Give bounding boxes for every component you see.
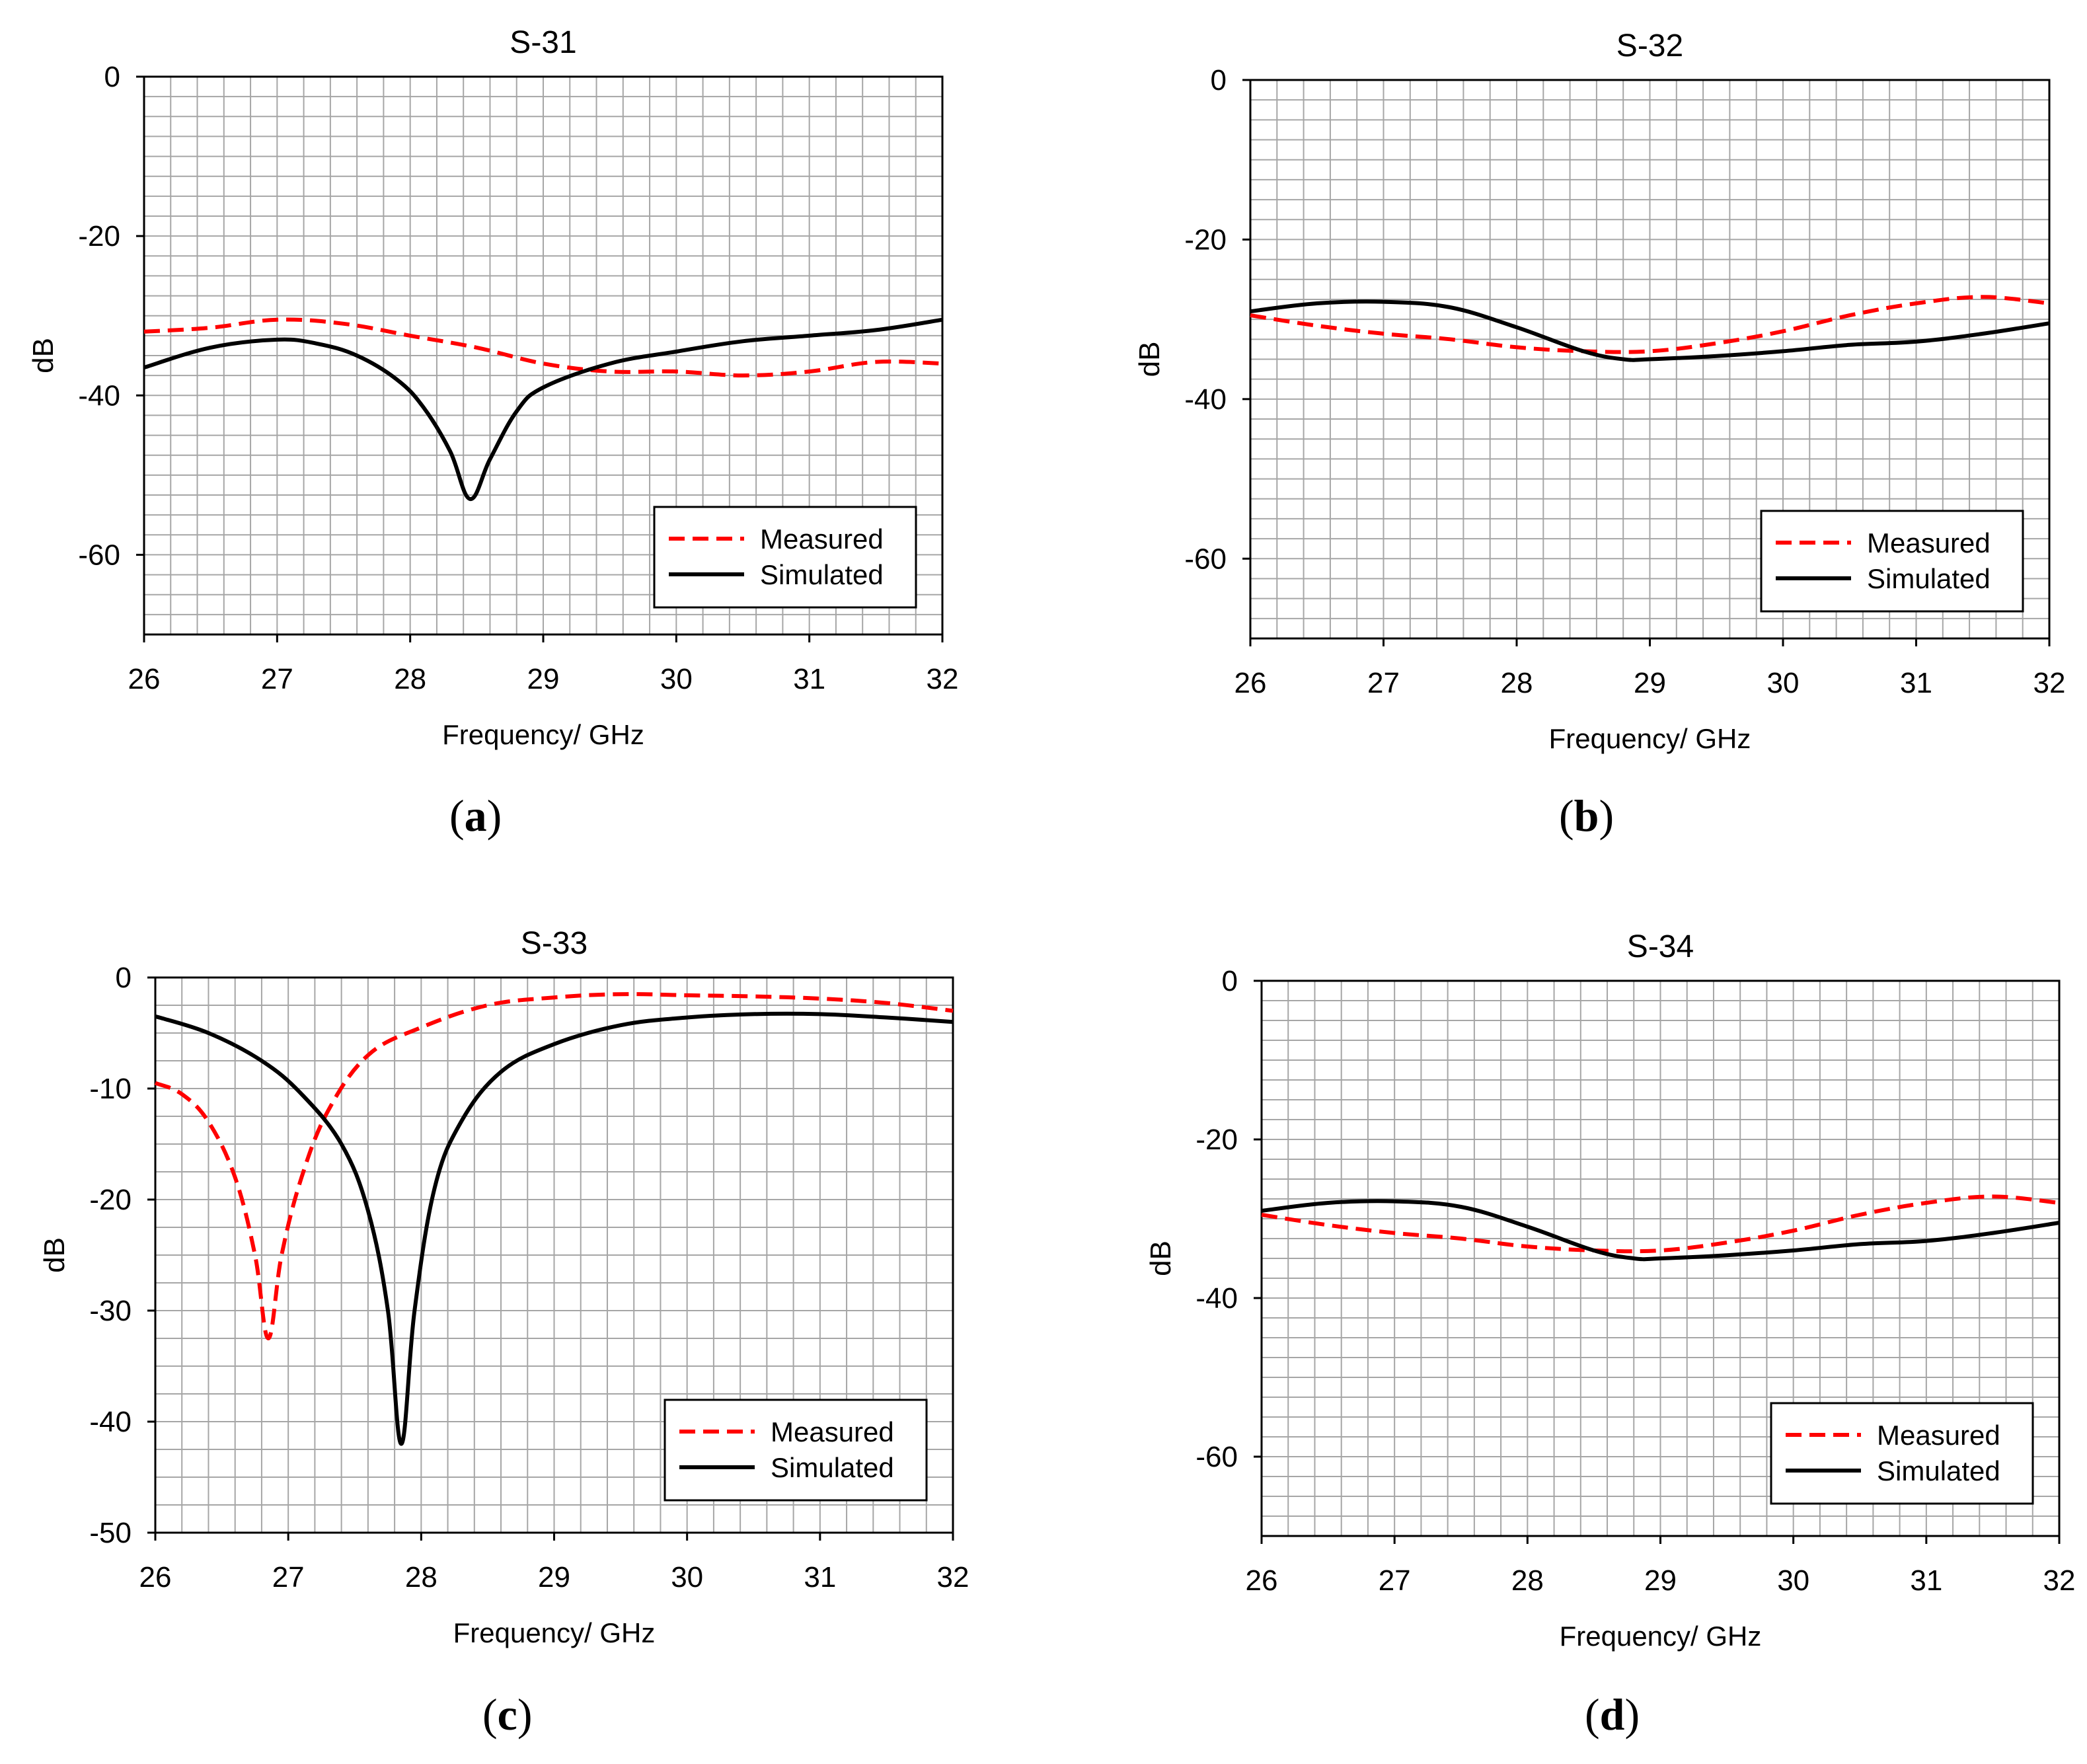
x-tick-label: 27 <box>272 1561 305 1593</box>
y-tick-label: -40 <box>1195 1282 1238 1315</box>
y-tick-label: -20 <box>89 1184 132 1216</box>
caption-b: (b) <box>1559 790 1614 841</box>
caption-letter: a <box>464 790 487 841</box>
x-tick-label: 26 <box>1234 667 1267 699</box>
x-tick-label: 29 <box>1644 1564 1677 1597</box>
chart-title: S-32 <box>1616 28 1683 63</box>
legend-box <box>664 1399 928 1502</box>
y-tick-label: -60 <box>78 539 120 571</box>
chart-panel-a: 26 27 28 29 30 31 32 0 -20 -40 -60 S-31 Frequency/ G… <box>27 25 959 750</box>
legend-label-simulated: Simulated <box>1867 563 1991 594</box>
legend-label-simulated: Simulated <box>760 559 884 590</box>
series-line-measured <box>143 317 943 378</box>
y-tick-label: -20 <box>1195 1124 1238 1156</box>
x-tick-label: 28 <box>394 663 426 695</box>
legend: Measured Simulated <box>1760 510 2024 613</box>
legend-label-measured: Measured <box>771 1416 894 1447</box>
x-axis-label: Frequency/ GHz <box>453 1617 656 1648</box>
x-axis-label: Frequency/ GHz <box>1560 1621 1762 1652</box>
caption-a: (a) <box>449 790 502 841</box>
x-tick-label: 26 <box>1246 1564 1278 1597</box>
y-tick-label: -40 <box>1184 383 1227 416</box>
y-tick-label: 0 <box>116 962 132 994</box>
chart-panel-d: 26 27 28 29 30 31 32 0 -20 -40 -60 S-34 Frequency/ G… <box>1145 929 2076 1652</box>
series-line-measured <box>1261 1194 2060 1254</box>
x-tick-label: 30 <box>671 1561 703 1593</box>
x-tick-label: 30 <box>660 663 693 695</box>
x-axis-label: Frequency/ GHz <box>1549 723 1751 754</box>
legend-label-measured: Measured <box>1877 1420 2000 1451</box>
x-tick-label: 27 <box>1379 1564 1411 1597</box>
chart-title: S-31 <box>510 25 576 60</box>
x-tick-label: 28 <box>1511 1564 1544 1597</box>
legend-box <box>653 506 917 609</box>
x-tick-label: 30 <box>1767 667 1800 699</box>
legend-label-measured: Measured <box>760 523 884 555</box>
x-tick-label: 31 <box>793 663 825 695</box>
series-line-measured <box>1250 295 2050 354</box>
x-tick-label: 32 <box>927 663 959 695</box>
series-line-simulated <box>155 1011 954 1446</box>
legend-label-simulated: Simulated <box>1877 1455 2000 1486</box>
y-tick-label: -60 <box>1184 543 1227 575</box>
x-tick-label: 32 <box>2033 667 2066 699</box>
y-tick-label: -30 <box>89 1295 132 1327</box>
x-tick-label: 30 <box>1777 1564 1809 1597</box>
y-tick-label: 0 <box>1222 965 1238 997</box>
y-axis-label: dB <box>1133 342 1166 377</box>
chart-title: S-33 <box>521 926 588 961</box>
x-tick-label: 32 <box>2043 1564 2076 1597</box>
x-tick-label: 28 <box>1501 667 1533 699</box>
series-line-measured <box>154 992 954 1340</box>
legend: Measured Simulated <box>664 1399 928 1502</box>
y-axis-label: dB <box>38 1237 71 1273</box>
x-tick-label: 31 <box>1900 667 1932 699</box>
caption-letter: d <box>1599 1689 1625 1740</box>
caption-c: (c) <box>482 1689 533 1740</box>
legend: Measured Simulated <box>653 506 917 609</box>
x-tick-label: 26 <box>139 1561 172 1593</box>
legend-label-measured: Measured <box>1867 527 1991 558</box>
chart-panel-b: 26 27 28 29 30 31 32 0 -20 -40 -60 S-32 Frequency/ G… <box>1133 28 2066 754</box>
x-axis-label: Frequency/ GHz <box>442 719 644 750</box>
x-tick-label: 29 <box>1634 667 1666 699</box>
y-axis-label: dB <box>27 338 59 373</box>
legend: Measured Simulated <box>1770 1402 2034 1505</box>
x-tick-label: 31 <box>1910 1564 1942 1597</box>
y-tick-label: -40 <box>89 1406 132 1438</box>
chart-panel-c: 26 27 28 29 30 31 32 0 -10 -20 -30 -40 -50 S-33 Freque… <box>38 926 969 1648</box>
legend-box <box>1760 510 2024 613</box>
chart-title: S-34 <box>1627 929 1694 964</box>
caption-letter: b <box>1574 790 1599 841</box>
y-tick-label: 0 <box>104 61 120 93</box>
y-tick-label: -20 <box>1184 223 1227 256</box>
series-line-simulated <box>1250 299 2050 362</box>
legend-label-simulated: Simulated <box>771 1452 894 1483</box>
x-tick-label: 29 <box>538 1561 570 1593</box>
legend-box <box>1770 1402 2034 1505</box>
y-tick-label: -10 <box>89 1073 132 1105</box>
series-line-simulated <box>1261 1199 2060 1262</box>
x-tick-label: 26 <box>128 663 161 695</box>
caption-letter: c <box>497 1689 517 1740</box>
y-axis-label: dB <box>1145 1241 1177 1276</box>
y-tick-label: -20 <box>78 220 120 252</box>
y-tick-label: 0 <box>1211 64 1227 96</box>
x-tick-label: 27 <box>1367 667 1400 699</box>
x-tick-label: 27 <box>261 663 293 695</box>
x-tick-label: 31 <box>804 1561 836 1593</box>
caption-d: (d) <box>1585 1689 1640 1740</box>
x-tick-label: 29 <box>527 663 560 695</box>
y-tick-label: -60 <box>1195 1441 1238 1473</box>
y-tick-label: -50 <box>89 1517 132 1549</box>
series-line-simulated <box>143 317 943 501</box>
x-tick-label: 32 <box>937 1561 969 1593</box>
y-tick-label: -40 <box>78 379 120 412</box>
x-tick-label: 28 <box>405 1561 437 1593</box>
